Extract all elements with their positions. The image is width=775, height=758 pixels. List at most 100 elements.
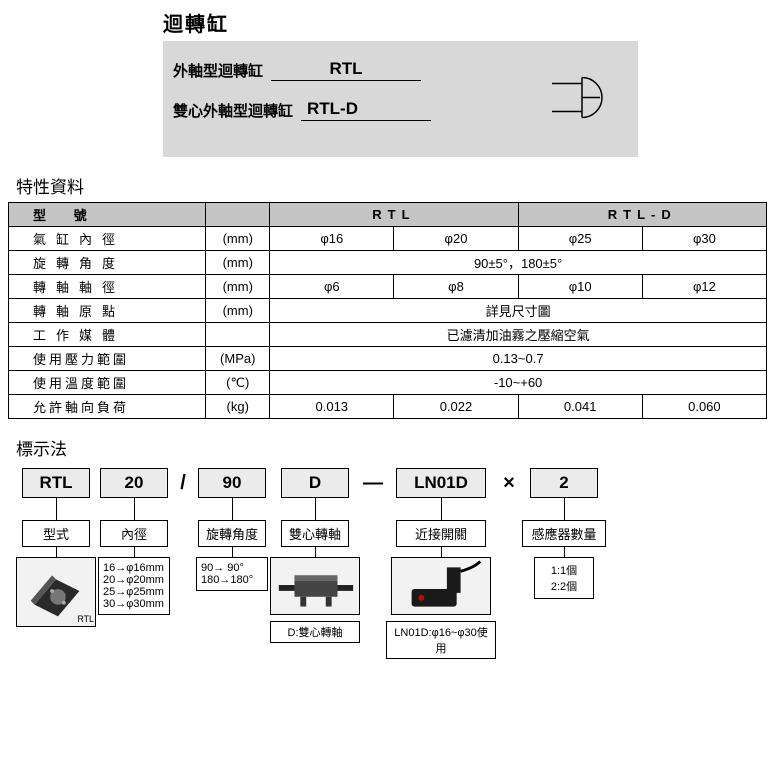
- row-label: 轉軸原點: [9, 299, 206, 323]
- connector-line: [441, 547, 442, 557]
- row-label: 旋轉角度: [9, 251, 206, 275]
- cell: φ8: [394, 275, 518, 299]
- connector-line: [232, 498, 233, 520]
- product-image-switch: [391, 557, 491, 615]
- notation-section-title: 標示法: [16, 435, 767, 460]
- code-box: 2: [530, 468, 598, 498]
- header-value-1: RTL: [271, 59, 421, 81]
- row-label: 使用溫度範圍: [9, 371, 206, 395]
- connector-line: [441, 498, 442, 520]
- separator-x: ×: [498, 468, 520, 495]
- title-section: 迴轉缸: [163, 8, 767, 37]
- row-unit: (mm): [206, 227, 270, 251]
- table-row: 氣缸內徑 (mm) φ16 φ20 φ25 φ30: [9, 227, 767, 251]
- notation-col-bore: 20 內徑 16→φ16mm 20→φ20mm 25→φ25mm 30→φ30m…: [98, 468, 170, 615]
- spec-head-label: 型 號: [9, 203, 206, 227]
- spec-head-unit: [206, 203, 270, 227]
- detail-line: 16→φ16mm: [103, 562, 165, 574]
- cell: φ12: [642, 275, 766, 299]
- cell: φ16: [270, 227, 394, 251]
- table-row: 工作媒體 已濾清加油霧之壓縮空氣: [9, 323, 767, 347]
- connector-line: [564, 547, 565, 557]
- detail-line: 20→φ20mm: [103, 574, 165, 586]
- header-box: 外軸型迴轉缸 RTL 雙心外軸型迴轉缸 RTL-D: [163, 41, 638, 157]
- cell: φ25: [518, 227, 642, 251]
- detail-line: 180→180°: [201, 574, 263, 586]
- spec-section-title: 特性資料: [16, 173, 767, 198]
- cell: 0.041: [518, 395, 642, 419]
- product-image-rtl: RTL: [16, 557, 96, 627]
- connector-line: [134, 498, 135, 520]
- note-box: LN01D:φ16~φ30使用: [386, 621, 496, 659]
- connector-line: [56, 547, 57, 557]
- sub-label: 雙心轉軸: [281, 520, 349, 547]
- table-row: 旋轉角度 (mm) 90±5°，180±5°: [9, 251, 767, 275]
- detail-line: 1:1個: [539, 562, 589, 578]
- row-label: 氣缸內徑: [9, 227, 206, 251]
- detail-box: 1:1個 2:2個: [534, 557, 594, 599]
- cell: 0.060: [642, 395, 766, 419]
- spec-model-2: RTL-D: [518, 203, 766, 227]
- code-box: 20: [100, 468, 168, 498]
- separator-slash: /: [172, 468, 194, 495]
- separator-dash: —: [362, 468, 384, 495]
- row-unit: (kg): [206, 395, 270, 419]
- schematic-symbol-icon: [552, 70, 608, 129]
- row-unit: (MPa): [206, 347, 270, 371]
- spec-header-row: 型 號 RTL RTL-D: [9, 203, 767, 227]
- cell: φ10: [518, 275, 642, 299]
- connector-line: [315, 547, 316, 557]
- row-unit: (mm): [206, 275, 270, 299]
- spec-model-1: RTL: [270, 203, 518, 227]
- notation-col-shaft: D 雙心轉軸 D:雙心轉軸: [270, 468, 360, 643]
- table-row: 使用溫度範圍 (℃) -10~+60: [9, 371, 767, 395]
- sub-label: 內徑: [100, 520, 168, 547]
- product-image-d: [270, 557, 360, 615]
- detail-line: 25→φ25mm: [103, 586, 165, 598]
- connector-line: [564, 498, 565, 520]
- notation-col-qty: 2 感應器數量 1:1個 2:2個: [522, 468, 606, 599]
- detail-line: 90→ 90°: [201, 562, 263, 574]
- table-row: 轉軸原點 (mm) 詳見尺寸圖: [9, 299, 767, 323]
- cell: 0.022: [394, 395, 518, 419]
- header-label-2: 雙心外軸型迴轉缸: [173, 100, 293, 121]
- code-box: LN01D: [396, 468, 486, 498]
- row-label: 使用壓力範圍: [9, 347, 206, 371]
- sub-label: 型式: [22, 520, 90, 547]
- table-row: 使用壓力範圍 (MPa) 0.13~0.7: [9, 347, 767, 371]
- cell: φ30: [642, 227, 766, 251]
- code-box: RTL: [22, 468, 90, 498]
- notation-col-angle: 90 旋轉角度 90→ 90° 180→180°: [196, 468, 268, 591]
- row-unit: [206, 323, 270, 347]
- row-unit: (mm): [206, 251, 270, 275]
- code-box: 90: [198, 468, 266, 498]
- header-value-2: RTL-D: [301, 99, 431, 121]
- sub-label: 感應器數量: [522, 520, 606, 547]
- cell: 0.013: [270, 395, 394, 419]
- notation-row: RTL 型式 RTL 20 內徑 16→φ16mm 20→φ20mm 25→φ2…: [16, 468, 767, 659]
- cell: φ20: [394, 227, 518, 251]
- detail-box: 90→ 90° 180→180°: [196, 557, 268, 591]
- notation-col-type: RTL 型式 RTL: [16, 468, 96, 627]
- row-label: 允許軸向負荷: [9, 395, 206, 419]
- cell-span: 0.13~0.7: [270, 347, 767, 371]
- sub-label: 旋轉角度: [198, 520, 266, 547]
- connector-line: [134, 547, 135, 557]
- sub-label: 近接開關: [396, 520, 486, 547]
- row-label: 工作媒體: [9, 323, 206, 347]
- cell-span: 90±5°，180±5°: [270, 251, 767, 275]
- table-row: 轉軸軸徑 (mm) φ6 φ8 φ10 φ12: [9, 275, 767, 299]
- spec-table: 型 號 RTL RTL-D 氣缸內徑 (mm) φ16 φ20 φ25 φ30 …: [8, 202, 767, 419]
- table-row: 允許軸向負荷 (kg) 0.013 0.022 0.041 0.060: [9, 395, 767, 419]
- row-label: 轉軸軸徑: [9, 275, 206, 299]
- code-box: D: [281, 468, 349, 498]
- connector-line: [232, 547, 233, 557]
- row-unit: (℃): [206, 371, 270, 395]
- row-unit: (mm): [206, 299, 270, 323]
- main-title: 迴轉缸: [163, 8, 767, 37]
- notation-col-switch: LN01D 近接開關 LN01D:φ16~φ30使用: [386, 468, 496, 659]
- connector-line: [56, 498, 57, 520]
- header-label-1: 外軸型迴轉缸: [173, 60, 263, 81]
- svg-text:RTL: RTL: [77, 614, 94, 624]
- cell-span: 已濾清加油霧之壓縮空氣: [270, 323, 767, 347]
